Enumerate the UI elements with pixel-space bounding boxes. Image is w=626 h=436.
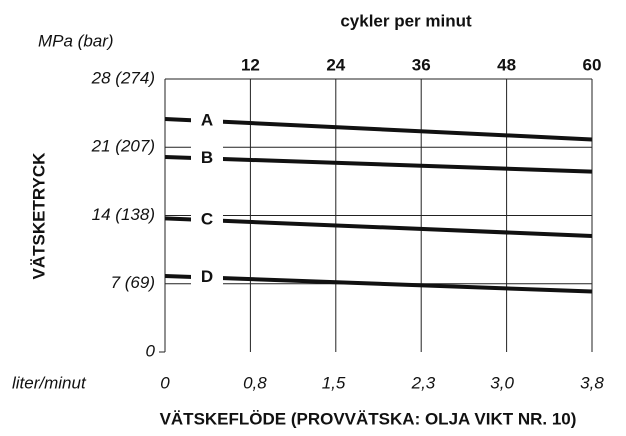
y-tick-label: 7 (69) xyxy=(111,273,155,292)
legend-label: A xyxy=(201,110,213,129)
label-background xyxy=(191,265,223,290)
x-unit-label: liter/minut xyxy=(12,373,87,392)
y-tick-label: 28 (274) xyxy=(91,68,155,87)
x2-tick-label: 60 xyxy=(583,55,602,74)
y-axis-title: VÄTSKETRYCK xyxy=(29,152,48,280)
x-tick-label: 2,3 xyxy=(411,373,436,392)
x2-tick-label: 24 xyxy=(326,55,345,74)
x2-axis-title: cykler per minut xyxy=(340,11,472,30)
legend-label: D xyxy=(201,267,213,286)
line xyxy=(164,155,593,174)
line xyxy=(164,216,593,238)
line xyxy=(164,116,593,142)
x-tick-label: 1,5 xyxy=(322,373,346,392)
y-unit-label: MPa (bar) xyxy=(38,31,114,50)
legend-label: C xyxy=(201,210,213,229)
x2-tick-label: 36 xyxy=(412,55,431,74)
x-tick-label: 0 xyxy=(160,373,170,392)
y-tick-label: 14 (138) xyxy=(92,205,155,224)
label-background xyxy=(191,208,223,233)
x-tick-label: 3,8 xyxy=(580,373,604,392)
x2-tick-label: 12 xyxy=(241,55,260,74)
x-axis-title: VÄTSKEFLÖDE (PROVVÄTSKA: OLJA VIKT NR. 1… xyxy=(160,409,577,428)
x2-tick-label: 48 xyxy=(497,55,516,74)
x-tick-label: 3,0 xyxy=(490,373,514,392)
line xyxy=(164,273,593,294)
legend-label: B xyxy=(201,148,213,167)
y-tick-label: 0 xyxy=(146,341,156,360)
label-background xyxy=(191,108,223,133)
x-tick-label: 0,8 xyxy=(243,373,267,392)
y-tick-label: 21 (207) xyxy=(91,137,155,156)
label-background xyxy=(191,146,223,171)
